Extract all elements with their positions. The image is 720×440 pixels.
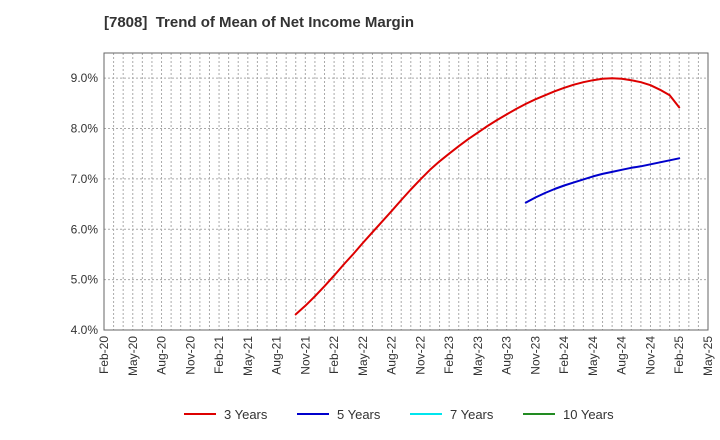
x-tick-label: May-20 bbox=[126, 336, 140, 376]
x-axis-ticks: Feb-20 May-20 Aug-20 Nov-20 Feb-21 May-21 Aug-… bbox=[97, 336, 715, 376]
x-tick-label: Feb-21 bbox=[212, 336, 226, 374]
x-tick-label: Aug-21 bbox=[270, 336, 284, 375]
x-tick-label: Feb-24 bbox=[557, 336, 571, 374]
grid bbox=[103, 53, 709, 331]
y-tick-label: 6.0% bbox=[71, 222, 99, 236]
legend: 3 Years 5 Years 7 Years 10 Years bbox=[184, 407, 614, 422]
x-tick-label: Nov-22 bbox=[413, 336, 427, 375]
y-tick-label: 9.0% bbox=[71, 71, 99, 85]
x-tick-label: Feb-20 bbox=[97, 336, 111, 374]
x-tick-label: Nov-21 bbox=[298, 336, 312, 375]
legend-label: 5 Years bbox=[337, 407, 381, 422]
legend-label: 7 Years bbox=[450, 407, 494, 422]
x-tick-label: Aug-20 bbox=[155, 336, 169, 375]
x-tick-label: May-24 bbox=[586, 336, 600, 376]
x-tick-label: Feb-23 bbox=[442, 336, 456, 374]
legend-label: 10 Years bbox=[563, 407, 614, 422]
x-tick-label: May-21 bbox=[241, 336, 255, 376]
chart-title: [7808] Trend of Mean of Net Income Margi… bbox=[104, 14, 415, 31]
plot-area-frame bbox=[103, 52, 709, 331]
x-tick-label: Feb-22 bbox=[327, 336, 341, 374]
x-tick-label: May-22 bbox=[356, 336, 370, 376]
legend-label: 3 Years bbox=[224, 407, 268, 422]
x-tick-label: Nov-23 bbox=[528, 336, 542, 375]
x-tick-label: Aug-23 bbox=[500, 336, 514, 375]
y-tick-label: 4.0% bbox=[71, 323, 99, 337]
y-tick-label: 7.0% bbox=[71, 172, 99, 186]
x-tick-label: Nov-24 bbox=[643, 336, 657, 375]
x-tick-label: May-23 bbox=[471, 336, 485, 376]
x-tick-label: Aug-22 bbox=[385, 336, 399, 375]
x-tick-label: Nov-20 bbox=[183, 336, 197, 375]
series-lines bbox=[294, 77, 681, 316]
x-tick-label: May-25 bbox=[701, 336, 715, 376]
y-axis-ticks: 4.0% 5.0% 6.0% 7.0% 8.0% 9.0% bbox=[71, 71, 99, 337]
x-tick-label: Aug-24 bbox=[615, 336, 629, 375]
series-line-3-years bbox=[294, 77, 681, 316]
x-tick-label: Feb-25 bbox=[672, 336, 686, 374]
y-tick-label: 5.0% bbox=[71, 273, 99, 287]
y-tick-label: 8.0% bbox=[71, 122, 99, 136]
series-line-5-years bbox=[524, 157, 681, 204]
